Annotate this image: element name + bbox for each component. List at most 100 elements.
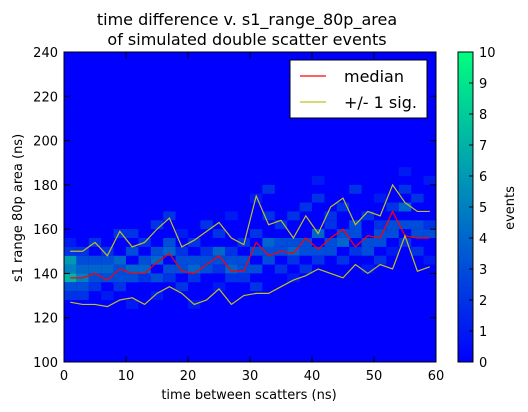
- heatmap-cell: [411, 193, 424, 203]
- heatmap-cell: [175, 282, 188, 292]
- heatmap-cell: [138, 264, 151, 274]
- x-tick-label: 50: [366, 369, 383, 384]
- heatmap-cell: [225, 255, 238, 265]
- y-tick-label: 240: [33, 46, 58, 61]
- y-tick-label: 200: [33, 135, 58, 150]
- heatmap-cell: [312, 193, 325, 203]
- chart-title: time difference v. s1_range_80p_area of …: [97, 10, 397, 49]
- heatmap-cell: [374, 220, 387, 230]
- heatmap-cell: [113, 282, 126, 292]
- heatmap-cell: [386, 220, 399, 230]
- heatmap-cell: [237, 255, 250, 265]
- heatmap-cell: [225, 246, 238, 256]
- heatmap-cell: [374, 193, 387, 203]
- heatmap-cell: [163, 211, 176, 221]
- colorbar-tick-label: 10: [479, 46, 496, 61]
- heatmap-cell: [386, 246, 399, 256]
- heatmap-cell: [324, 220, 337, 230]
- colorbar: 0 1 2 3 4 5 6 7 8 9 10: [457, 46, 496, 371]
- heatmap-cell: [237, 273, 250, 283]
- heatmap-cell: [64, 264, 77, 274]
- heatmap-cell: [274, 238, 288, 247]
- heatmap-cell: [138, 273, 151, 283]
- heatmap-cell: [225, 211, 238, 221]
- heatmap-cell: [138, 255, 151, 265]
- heatmap-cell: [324, 238, 337, 247]
- heatmap-cell: [101, 255, 114, 265]
- heatmap-cell: [212, 264, 226, 274]
- heatmap-cell: [374, 238, 387, 247]
- heatmap-cell: [299, 264, 312, 274]
- heatmap-cell: [76, 282, 89, 292]
- colorbar-tick-label: 4: [479, 232, 487, 247]
- colorbar-tick-label: 1: [479, 325, 487, 340]
- x-tick-label: 10: [118, 369, 135, 384]
- heatmap-cell: [349, 246, 362, 256]
- heatmap-cell: [423, 220, 436, 230]
- heatmap-cell: [250, 282, 263, 292]
- x-tick-label: 0: [60, 369, 68, 384]
- y-tick-label: 180: [33, 179, 58, 194]
- heatmap-cell: [262, 246, 275, 256]
- series-lines: [70, 183, 431, 308]
- heatmap-cell: [312, 255, 325, 265]
- heatmap-cell: [113, 255, 126, 265]
- heatmap-cell: [113, 273, 126, 283]
- heatmap-cell: [64, 255, 77, 265]
- heatmap-cell: [101, 273, 114, 283]
- heatmap-cell: [336, 202, 350, 212]
- heatmap-cell: [398, 220, 412, 230]
- colorbar-tick-label: 9: [479, 77, 487, 92]
- heatmap-cell: [411, 229, 424, 238]
- heatmap-cell: [188, 264, 201, 274]
- heatmap-cell: [126, 300, 139, 309]
- heatmap-cell: [88, 273, 102, 283]
- heatmap-cell: [411, 220, 424, 230]
- heatmap-cell: [299, 202, 312, 212]
- heatmap-cell: [374, 229, 387, 238]
- heatmap-cell: [398, 167, 412, 176]
- heatmap-cell: [188, 255, 201, 265]
- y-tick-label: 160: [33, 223, 58, 238]
- heatmap-cell: [64, 291, 77, 300]
- x-tick-label: 60: [428, 369, 445, 384]
- x-axis: 0 10 20 30 40 50 60: [60, 52, 444, 384]
- heatmap-cell: [287, 273, 300, 283]
- heatmap-cell: [349, 229, 362, 238]
- heatmap-cell: [175, 229, 188, 238]
- heatmap-cell: [101, 291, 114, 300]
- heatmap-cell: [336, 238, 350, 247]
- colorbar-tick-label: 7: [479, 139, 487, 154]
- y-tick-label: 220: [33, 90, 58, 105]
- heatmap-cell: [398, 238, 412, 247]
- heatmap-cell: [76, 255, 89, 265]
- heatmap-cell: [398, 202, 412, 212]
- heatmap-cell: [336, 229, 350, 238]
- heatmap-cell: [126, 246, 139, 256]
- y-tick-label: 140: [33, 267, 58, 282]
- heatmap-cell: [88, 264, 102, 274]
- heatmap-cell: [250, 264, 263, 274]
- heatmap-cell: [336, 255, 350, 265]
- heatmap-cell: [76, 264, 89, 274]
- sigma-line: [70, 183, 430, 257]
- heatmap-cell: [150, 273, 164, 283]
- heatmap-cell: [287, 255, 300, 265]
- sigma-line: [70, 234, 431, 308]
- legend-label: +/- 1 sig.: [344, 93, 417, 112]
- heatmap-cell: [88, 282, 102, 292]
- colorbar-tick-label: 0: [479, 356, 487, 371]
- colorbar-tick-label: 8: [479, 108, 487, 123]
- heatmap-cell: [175, 246, 188, 256]
- heatmap-cell: [361, 246, 374, 256]
- heatmap-cell: [101, 264, 114, 274]
- heatmap-cell: [250, 246, 263, 256]
- heatmap-cell: [262, 184, 275, 194]
- heatmap-cell: [212, 246, 226, 256]
- heatmap-cell: [163, 273, 176, 283]
- legend-box: [289, 59, 428, 119]
- heatmap-cell: [398, 184, 412, 194]
- heatmap-cell: [101, 246, 114, 256]
- y-axis: 100 120 140 160 180 200 220 240: [33, 46, 436, 371]
- x-tick-label: 30: [242, 369, 259, 384]
